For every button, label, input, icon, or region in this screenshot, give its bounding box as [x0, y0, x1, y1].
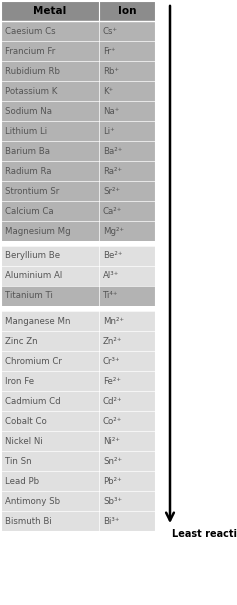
- Bar: [1, 101, 155, 121]
- Text: Fr⁺: Fr⁺: [103, 47, 115, 56]
- Bar: [1, 61, 155, 81]
- Text: Lithium Li: Lithium Li: [5, 126, 47, 136]
- Bar: [1, 121, 155, 141]
- Text: Sr²⁺: Sr²⁺: [103, 186, 120, 195]
- Text: Ni²⁺: Ni²⁺: [103, 436, 120, 445]
- Bar: [1, 311, 155, 331]
- Bar: [1, 141, 155, 161]
- Text: Cr³⁺: Cr³⁺: [103, 356, 121, 365]
- Text: Co²⁺: Co²⁺: [103, 416, 122, 425]
- Text: Potassium K: Potassium K: [5, 87, 57, 96]
- Text: Bismuth Bi: Bismuth Bi: [5, 517, 52, 526]
- Bar: [1, 471, 155, 491]
- Text: Sb³⁺: Sb³⁺: [103, 497, 122, 506]
- Bar: [1, 431, 155, 451]
- Text: Most reactive: Most reactive: [172, 0, 237, 2]
- Bar: [1, 511, 155, 531]
- Bar: [1, 41, 155, 61]
- Text: K⁺: K⁺: [103, 87, 113, 96]
- Bar: [1, 331, 155, 351]
- Bar: [1, 491, 155, 511]
- Text: Bi³⁺: Bi³⁺: [103, 517, 119, 526]
- Text: Zn²⁺: Zn²⁺: [103, 336, 123, 345]
- Text: Beryllium Be: Beryllium Be: [5, 252, 60, 261]
- Text: Al³⁺: Al³⁺: [103, 272, 119, 281]
- Bar: [1, 161, 155, 181]
- Text: Ra²⁺: Ra²⁺: [103, 166, 122, 175]
- Text: Chromium Cr: Chromium Cr: [5, 356, 62, 365]
- Text: Ti⁴⁺: Ti⁴⁺: [103, 292, 118, 301]
- Bar: [1, 21, 155, 41]
- Text: Nickel Ni: Nickel Ni: [5, 436, 43, 445]
- Text: Cadmium Cd: Cadmium Cd: [5, 396, 61, 405]
- Text: Sn²⁺: Sn²⁺: [103, 457, 122, 465]
- Text: Caesium Cs: Caesium Cs: [5, 27, 56, 36]
- Text: Antimony Sb: Antimony Sb: [5, 497, 60, 506]
- Text: Mn²⁺: Mn²⁺: [103, 316, 124, 325]
- Text: Na⁺: Na⁺: [103, 106, 119, 116]
- Text: Ca²⁺: Ca²⁺: [103, 206, 122, 215]
- Text: Mg²⁺: Mg²⁺: [103, 226, 124, 235]
- Text: Cobalt Co: Cobalt Co: [5, 416, 47, 425]
- Text: Barium Ba: Barium Ba: [5, 146, 50, 155]
- Bar: [1, 246, 155, 266]
- Text: Francium Fr: Francium Fr: [5, 47, 55, 56]
- Text: Manganese Mn: Manganese Mn: [5, 316, 70, 325]
- Text: Iron Fe: Iron Fe: [5, 376, 34, 385]
- Bar: [1, 371, 155, 391]
- Bar: [1, 451, 155, 471]
- Text: Cd²⁺: Cd²⁺: [103, 396, 123, 405]
- Text: Aluminium Al: Aluminium Al: [5, 272, 62, 281]
- Text: Lead Pb: Lead Pb: [5, 477, 39, 485]
- Bar: [1, 1, 155, 21]
- Bar: [1, 266, 155, 286]
- Text: Fe²⁺: Fe²⁺: [103, 376, 121, 385]
- Bar: [1, 81, 155, 101]
- Text: Pb²⁺: Pb²⁺: [103, 477, 122, 485]
- Text: Radium Ra: Radium Ra: [5, 166, 51, 175]
- Text: Be²⁺: Be²⁺: [103, 252, 123, 261]
- Text: Li⁺: Li⁺: [103, 126, 115, 136]
- Text: Cs⁺: Cs⁺: [103, 27, 118, 36]
- Text: Zinc Zn: Zinc Zn: [5, 336, 38, 345]
- Bar: [1, 221, 155, 241]
- Bar: [1, 201, 155, 221]
- Text: Titanium Ti: Titanium Ti: [5, 292, 53, 301]
- Text: Ion: Ion: [118, 6, 136, 16]
- Bar: [1, 351, 155, 371]
- Bar: [1, 286, 155, 306]
- Bar: [1, 181, 155, 201]
- Bar: [1, 391, 155, 411]
- Text: Ba²⁺: Ba²⁺: [103, 146, 122, 155]
- Text: Sodium Na: Sodium Na: [5, 106, 52, 116]
- Text: Rb⁺: Rb⁺: [103, 67, 119, 76]
- Text: Metal: Metal: [33, 6, 67, 16]
- Text: Tin Sn: Tin Sn: [5, 457, 32, 465]
- Bar: [1, 411, 155, 431]
- Text: Rubidium Rb: Rubidium Rb: [5, 67, 60, 76]
- Text: Calcium Ca: Calcium Ca: [5, 206, 54, 215]
- Text: Magnesium Mg: Magnesium Mg: [5, 226, 71, 235]
- Text: Least reactive: Least reactive: [172, 529, 237, 539]
- Text: Strontium Sr: Strontium Sr: [5, 186, 59, 195]
